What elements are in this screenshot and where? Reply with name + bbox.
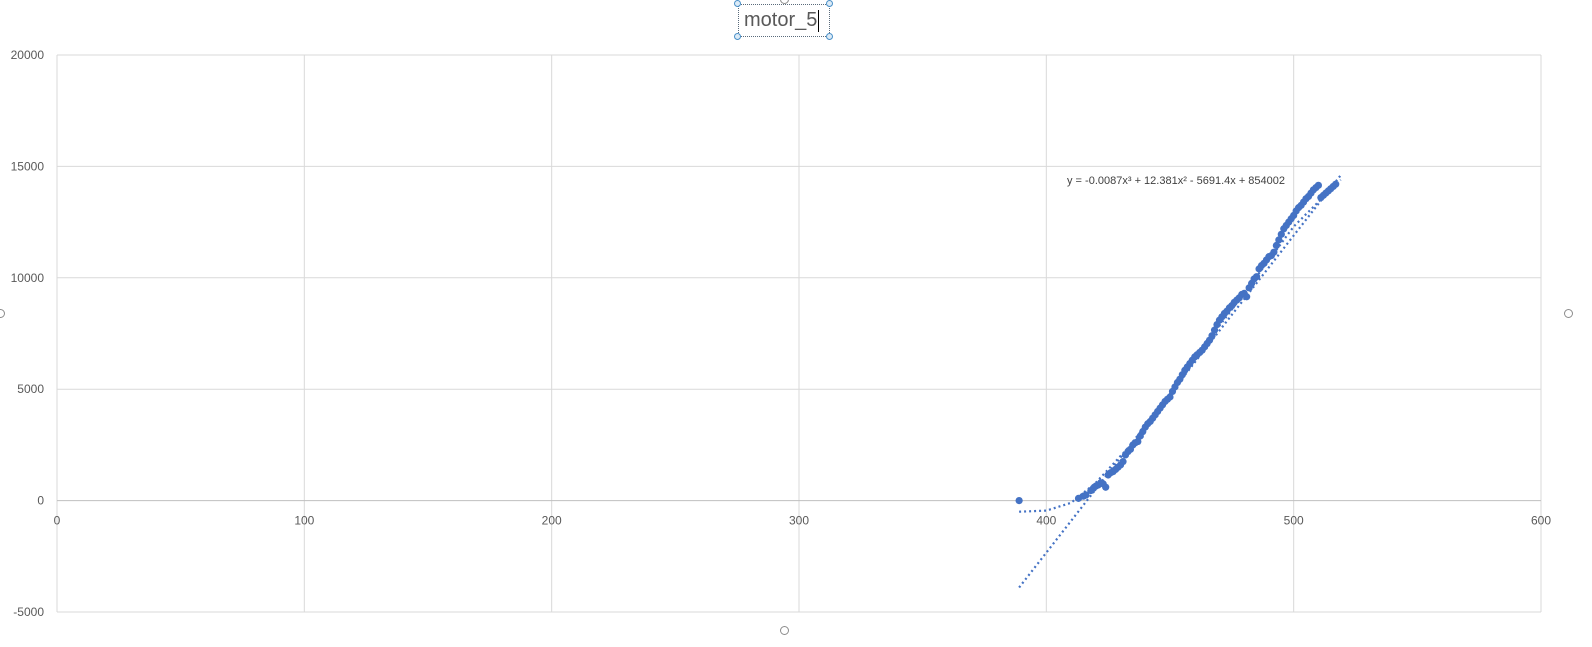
y-tick-label: 15000 bbox=[11, 159, 45, 173]
data-point bbox=[1314, 181, 1322, 189]
y-tick-label: 20000 bbox=[11, 48, 45, 62]
data-point bbox=[1082, 491, 1090, 499]
data-point bbox=[1015, 497, 1023, 505]
data-point bbox=[1272, 241, 1280, 250]
tick-labels: 0 100 200 300 400 500 600 -5000 0 5000 10000 15000 2… bbox=[11, 48, 1552, 619]
y-tick-label: -5000 bbox=[13, 605, 44, 619]
data-point bbox=[1208, 332, 1216, 340]
data-point bbox=[1332, 180, 1340, 188]
data-point bbox=[1119, 458, 1127, 466]
chart-resize-handle-left[interactable] bbox=[0, 309, 5, 318]
data-point bbox=[1243, 293, 1251, 301]
x-tick-label: 200 bbox=[542, 514, 562, 528]
data-points bbox=[1015, 180, 1340, 505]
data-point bbox=[1277, 230, 1285, 238]
y-tick-label: 5000 bbox=[17, 382, 44, 396]
data-point bbox=[1134, 437, 1142, 446]
x-tick-label: 500 bbox=[1284, 514, 1304, 528]
trendline-equation[interactable]: y = -0.0087x³ + 12.381x² - 5691.4x + 854… bbox=[1067, 175, 1285, 187]
chart-resize-handle-bottom[interactable] bbox=[780, 626, 789, 635]
title-handle-bl[interactable] bbox=[734, 33, 741, 40]
y-tick-label: 0 bbox=[37, 494, 44, 508]
x-tick-label: 100 bbox=[294, 514, 314, 528]
gridlines bbox=[56, 54, 1542, 613]
y-tick-label: 10000 bbox=[11, 271, 45, 285]
chart-resize-handle-right[interactable] bbox=[1564, 309, 1573, 318]
text-cursor bbox=[818, 9, 820, 32]
data-point bbox=[1252, 273, 1261, 281]
data-point bbox=[1166, 393, 1174, 401]
x-tick-label: 0 bbox=[54, 514, 61, 528]
data-point bbox=[1270, 248, 1278, 256]
title-handle-br[interactable] bbox=[826, 33, 833, 40]
x-tick-label: 600 bbox=[1531, 514, 1551, 528]
data-point bbox=[1102, 483, 1110, 491]
data-point bbox=[1210, 326, 1219, 334]
chart-title[interactable]: motor_5 bbox=[738, 4, 830, 37]
poly-trendline bbox=[1019, 179, 1342, 513]
x-tick-label: 400 bbox=[1036, 514, 1056, 528]
title-handle-tl[interactable] bbox=[734, 0, 741, 7]
title-handle-tr[interactable] bbox=[826, 0, 833, 7]
chart-title-text: motor_5 bbox=[744, 9, 818, 31]
x-tick-label: 300 bbox=[789, 514, 809, 528]
data-point bbox=[1275, 236, 1283, 244]
